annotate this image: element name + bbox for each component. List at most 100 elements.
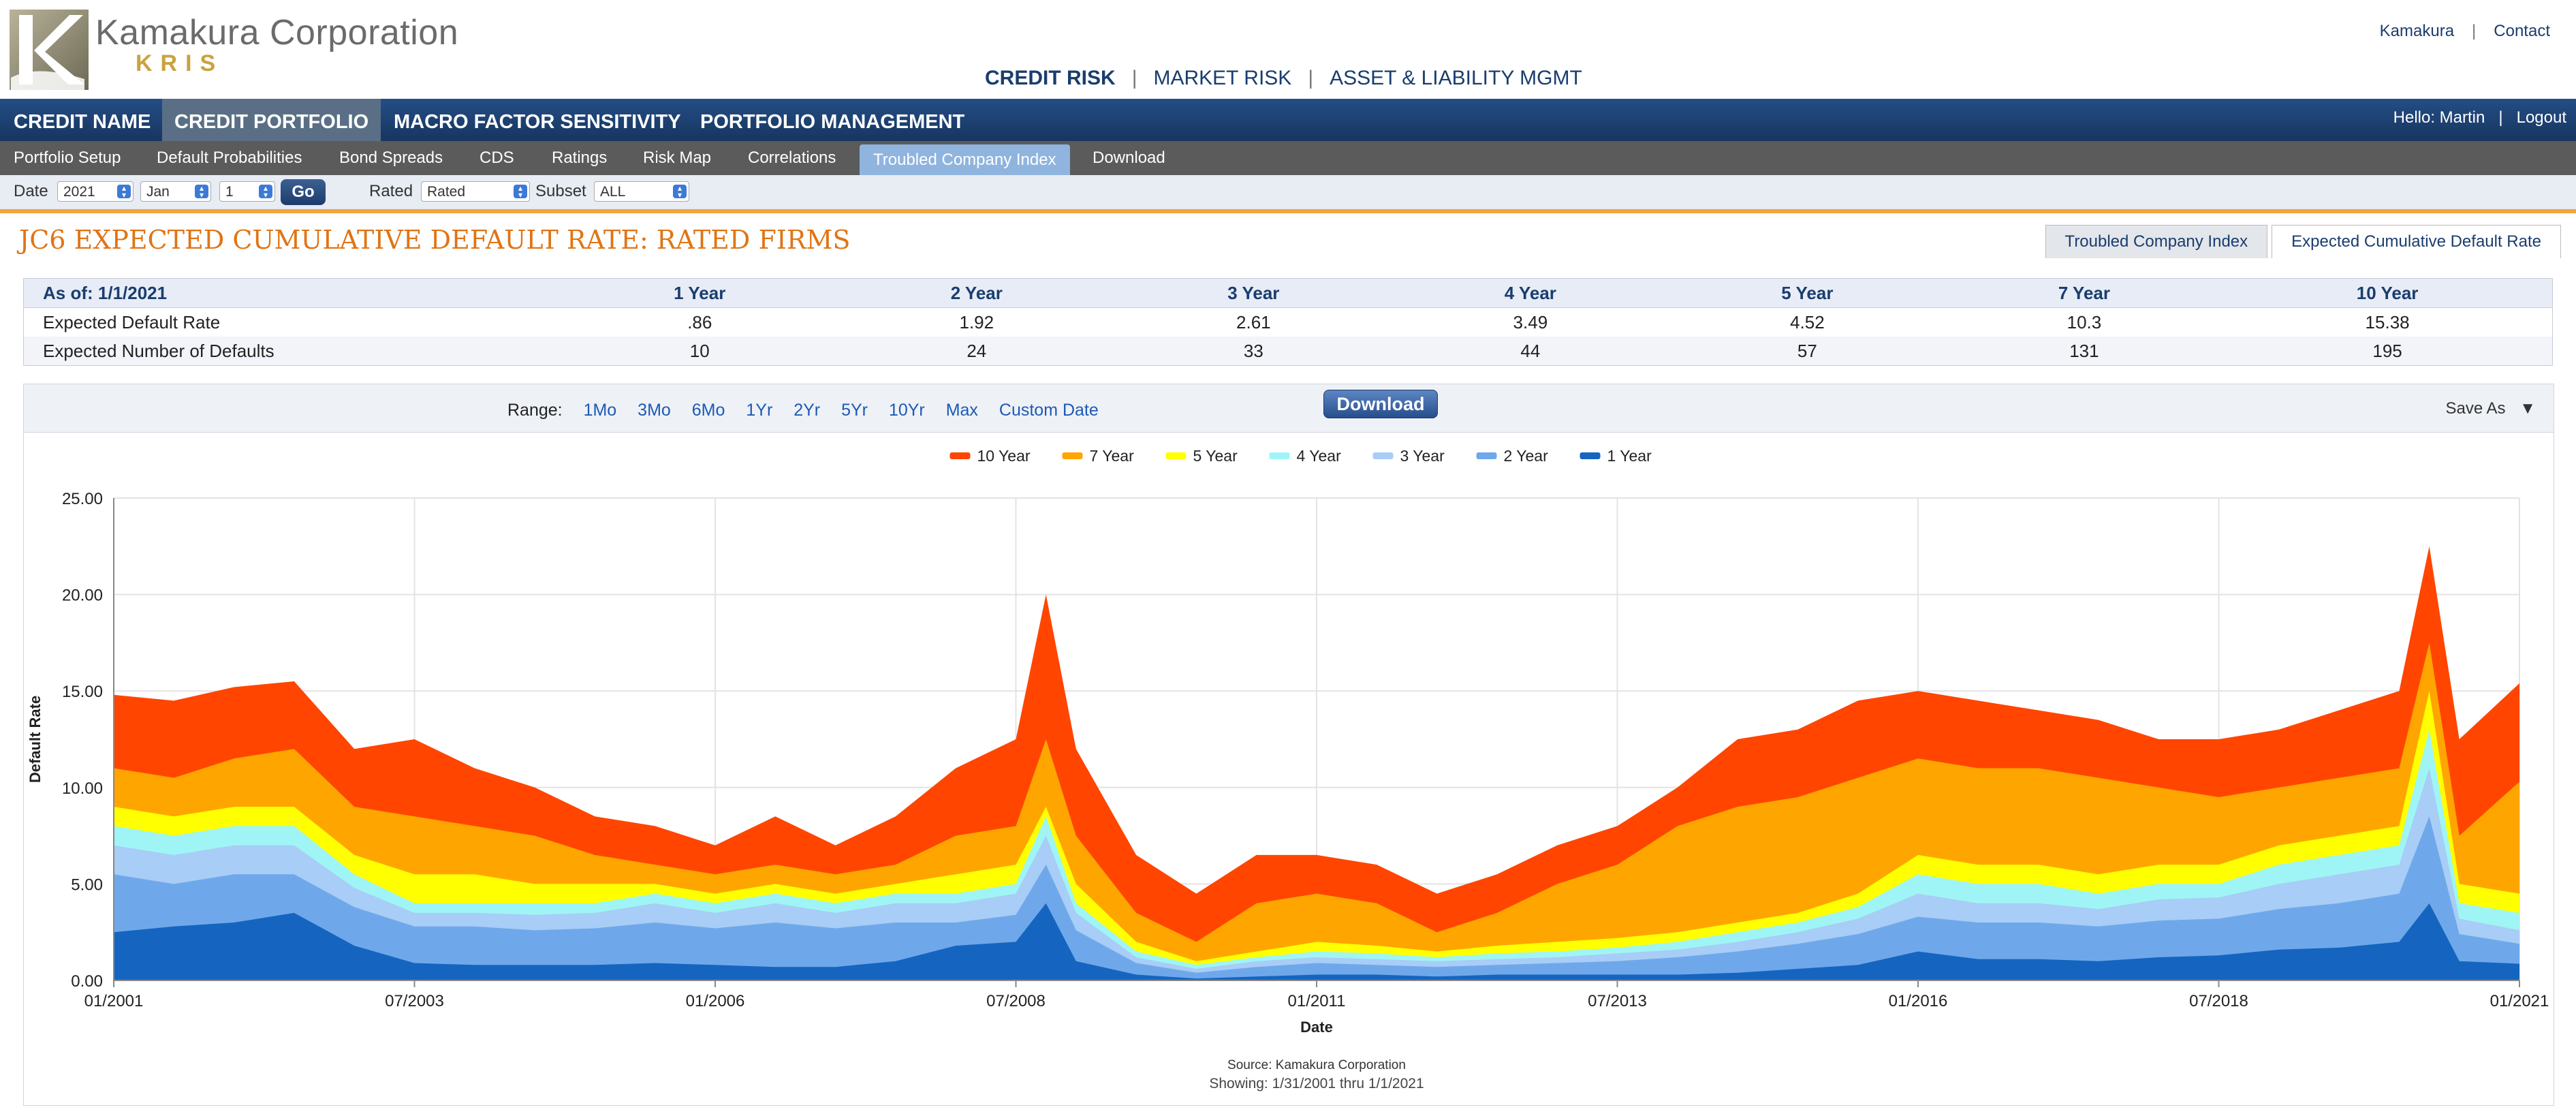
kamakura-logo[interactable] (10, 10, 89, 90)
contact-link[interactable]: Contact (2494, 22, 2550, 40)
tab-macro-factor[interactable]: MACRO FACTOR SENSITIVITY (394, 111, 681, 133)
column-header: 5 Year (1669, 278, 1946, 308)
table-cell: 2.61 (1236, 311, 1271, 332)
year-value: 2021 (63, 184, 95, 200)
day-value: 1 (225, 184, 234, 200)
row-label: Expected Number of Defaults (23, 337, 561, 366)
save-as-label: Save As (2445, 399, 2506, 418)
legend-swatch (1165, 452, 1187, 459)
kamakura-link[interactable]: Kamakura (2379, 22, 2455, 40)
select-arrows-icon: ▴ ▾ (514, 184, 527, 199)
default-rate-table: As of: 1/1/2021 1 Year 2 Year 3 Year 4 Y… (23, 278, 2553, 366)
day-select[interactable]: 1 ▴ ▾ (219, 181, 275, 202)
table-cell: 15.38 (2365, 311, 2410, 332)
legend-item: 7 Year (1090, 447, 1135, 465)
default-rate-chart: 0.00 5.00 10.00 15.00 20.00 25.00 01/2001 07/20… (27, 447, 2549, 1091)
x-tick-label: 01/2006 (686, 992, 745, 1010)
legend-swatch (1372, 452, 1394, 459)
x-tick-label: 01/2011 (1288, 992, 1346, 1010)
separator: | (1131, 67, 1137, 89)
filter-bar: Date 2021 ▴ ▾ Jan ▴ ▾ 1 ▴ ▾ Go Rated Rated ▴ ▾ S… (0, 175, 2576, 213)
nav-market-risk[interactable]: MARKET RISK (1153, 67, 1292, 89)
range-custom-date[interactable]: Custom Date (999, 401, 1099, 420)
chart-showing-range: Showing: 1/31/2001 thru 1/1/2021 (1209, 1076, 1424, 1091)
column-header: 4 Year (1392, 278, 1669, 308)
legend-item: 2 Year (1504, 447, 1549, 465)
chart-toolbar: Range: 1Mo 3Mo 6Mo 1Yr 2Yr 5Yr 10Yr Max … (24, 384, 2554, 433)
select-arrows-icon: ▴ ▾ (673, 184, 687, 199)
legend-swatch (1580, 452, 1601, 459)
nav-credit-risk[interactable]: CREDIT RISK (985, 67, 1116, 89)
rated-select[interactable]: Rated ▴ ▾ (421, 181, 530, 202)
subnav-cds[interactable]: CDS (480, 149, 514, 167)
subnav-portfolio-setup[interactable]: Portfolio Setup (14, 149, 121, 167)
range-1mo[interactable]: 1Mo (583, 401, 617, 420)
range-3mo[interactable]: 3Mo (638, 401, 671, 420)
table-cell: 1.92 (959, 311, 994, 332)
x-tick-label: 01/2021 (2490, 992, 2549, 1010)
subset-value: ALL (600, 184, 626, 200)
separator: | (2498, 108, 2503, 127)
column-header: 1 Year (561, 278, 838, 308)
column-header: 3 Year (1115, 278, 1392, 308)
go-button[interactable]: Go (281, 179, 326, 205)
subnav-ratings[interactable]: Ratings (552, 149, 608, 167)
view-tabs: Troubled Company Index Expected Cumulativ… (2041, 225, 2561, 258)
select-arrows-icon: ▴ ▾ (117, 184, 131, 199)
module-nav: CREDIT NAME CREDIT PORTFOLIO MACRO FACTO… (0, 99, 2576, 141)
range-selector: Range: 1Mo 3Mo 6Mo 1Yr 2Yr 5Yr 10Yr Max … (507, 401, 1099, 420)
tab-credit-portfolio[interactable]: CREDIT PORTFOLIO (162, 99, 381, 141)
column-header: 7 Year (1945, 278, 2223, 308)
range-max[interactable]: Max (945, 401, 978, 420)
x-axis-label: Date (1300, 1019, 1333, 1036)
select-arrows-icon: ▴ ▾ (195, 184, 208, 199)
download-button[interactable]: Download (1323, 390, 1438, 418)
save-as-menu[interactable]: Save As ▼ (2446, 399, 2536, 418)
subnav-troubled-company-index[interactable]: Troubled Company Index (860, 144, 1070, 175)
table-cell: 24 (838, 337, 1116, 366)
select-arrows-icon: ▴ ▾ (259, 184, 272, 199)
subset-select[interactable]: ALL ▴ ▾ (594, 181, 689, 202)
range-10yr[interactable]: 10Yr (888, 401, 925, 420)
column-header: 2 Year (838, 278, 1116, 308)
tab-portfolio-management[interactable]: PORTFOLIO MANAGEMENT (700, 111, 965, 133)
hello-user: Hello: Martin (2393, 108, 2485, 127)
chart-panel: Range: 1Mo 3Mo 6Mo 1Yr 2Yr 5Yr 10Yr Max … (23, 384, 2554, 1106)
range-6mo[interactable]: 6Mo (691, 401, 725, 420)
caret-down-icon: ▼ (2519, 399, 2536, 418)
x-tick-label: 07/2003 (385, 992, 444, 1010)
table-cell: 10 (561, 337, 838, 366)
legend-swatch (1062, 452, 1083, 459)
tab-expected-cumulative-default-rate[interactable]: Expected Cumulative Default Rate (2272, 225, 2561, 258)
tab-troubled-company-index[interactable]: Troubled Company Index (2045, 225, 2268, 258)
month-select[interactable]: Jan ▴ ▾ (140, 181, 211, 202)
column-header: 10 Year (2222, 278, 2553, 308)
y-tick-label: 5.00 (71, 875, 103, 894)
area-series-2-year (114, 816, 2519, 980)
subnav-risk-map[interactable]: Risk Map (643, 149, 712, 167)
x-tick-label: 01/2001 (84, 992, 144, 1010)
x-tick-label: 07/2018 (2189, 992, 2248, 1010)
brand-name: Kamakura Corporation (95, 13, 459, 52)
nav-alm[interactable]: ASSET & LIABILITY MGMT (1330, 67, 1582, 89)
logout-link[interactable]: Logout (2516, 108, 2566, 127)
tab-credit-name[interactable]: CREDIT NAME (14, 111, 151, 133)
main-nav: CREDIT RISK | MARKET RISK | ASSET & LIABILIT… (985, 67, 1582, 90)
range-label: Range: (507, 401, 563, 420)
legend-item: 10 Year (977, 447, 1031, 465)
range-2yr[interactable]: 2Yr (794, 401, 821, 420)
table-cell: 10.3 (2067, 311, 2102, 332)
year-select[interactable]: 2021 ▴ ▾ (57, 181, 133, 202)
subnav-correlations[interactable]: Correlations (748, 149, 836, 167)
subnav-bond-spreads[interactable]: Bond Spreads (339, 149, 443, 167)
user-area: Hello: Martin | Logout (2393, 108, 2566, 127)
range-5yr[interactable]: 5Yr (841, 401, 868, 420)
subnav-download[interactable]: Download (1093, 149, 1165, 167)
legend-item: 5 Year (1193, 447, 1238, 465)
table-cell: 3.49 (1513, 311, 1548, 332)
table-cell: .86 (687, 311, 712, 332)
legend-item: 1 Year (1607, 447, 1652, 465)
subnav-default-probabilities[interactable]: Default Probabilities (157, 149, 302, 167)
range-1yr[interactable]: 1Yr (746, 401, 773, 420)
y-tick-label: 15.00 (62, 683, 103, 701)
